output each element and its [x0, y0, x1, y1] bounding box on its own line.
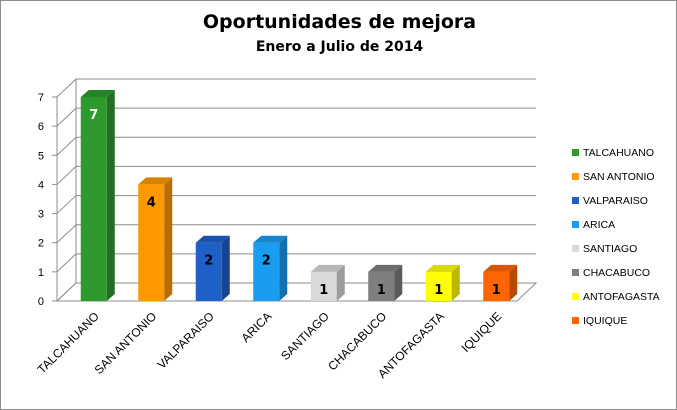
bar-side	[106, 90, 115, 301]
data-label: 7	[89, 108, 98, 123]
data-label: 1	[319, 283, 328, 298]
bar-top	[425, 264, 460, 272]
legend-swatch	[572, 221, 579, 228]
category-label: CHACABUCO	[325, 309, 389, 373]
legend-label: SAN ANTONIO	[583, 171, 655, 183]
category-label: ARICA	[239, 309, 275, 345]
gridline	[56, 107, 536, 127]
bar-top	[483, 264, 518, 272]
data-label: 2	[262, 254, 271, 269]
data-label: 2	[204, 254, 213, 269]
legend-label: TALCAHUANO	[583, 147, 654, 159]
bar-side	[336, 264, 345, 301]
bar-top	[253, 235, 288, 243]
y-tick-label: 5	[38, 150, 44, 162]
bar-top	[368, 264, 403, 272]
legend-swatch	[572, 197, 579, 204]
data-label: 1	[492, 283, 501, 298]
y-tick-label: 6	[38, 121, 44, 133]
gridline	[56, 253, 536, 273]
bar-side	[394, 264, 403, 301]
bar-side	[279, 235, 288, 301]
y-tick-label: 0	[38, 296, 44, 308]
gridline	[56, 136, 536, 156]
bar-side	[164, 177, 173, 301]
floor	[55, 282, 538, 302]
bar-top	[310, 264, 345, 272]
legend-swatch	[572, 173, 579, 180]
legend-label: ARICA	[583, 219, 615, 231]
legend-label: VALPARAISO	[583, 195, 648, 207]
bar	[80, 97, 107, 301]
bar	[138, 184, 165, 301]
legend-label: ANTOFAGASTA	[583, 291, 660, 303]
legend-label: CHACABUCO	[583, 267, 650, 279]
y-tick-label: 1	[38, 267, 44, 279]
y-tick-label: 4	[38, 179, 44, 191]
legend-label: IQUIQUE	[583, 315, 627, 327]
legend-swatch	[572, 269, 579, 276]
chart-subtitle: Enero a Julio de 2014	[255, 39, 424, 55]
bar	[425, 271, 452, 301]
gridline	[56, 78, 536, 98]
gridline	[56, 165, 536, 185]
data-label: 1	[434, 283, 443, 298]
category-label: IQUIQUE	[459, 309, 505, 355]
bar-top	[195, 235, 230, 243]
legend-swatch	[572, 293, 579, 300]
bar-top	[138, 177, 173, 185]
bar	[483, 271, 510, 301]
bar-side	[509, 264, 518, 301]
legend-swatch	[572, 149, 579, 156]
data-label: 4	[147, 195, 156, 210]
bar	[310, 271, 337, 301]
bar	[368, 271, 395, 301]
chart-title: Oportunidades de mejora	[202, 11, 477, 33]
category-label: SAN ANTONIO	[92, 309, 160, 377]
bar-side	[221, 235, 230, 301]
data-label: 1	[377, 283, 386, 298]
bar-side	[451, 264, 460, 301]
legend-swatch	[572, 245, 579, 252]
y-tick-label: 2	[38, 238, 44, 250]
y-tick-label: 7	[38, 92, 44, 104]
y-tick-label: 3	[38, 209, 44, 221]
legend-swatch	[572, 317, 579, 324]
category-label: SANTIAGO	[278, 309, 332, 363]
legend-label: SANTIAGO	[583, 243, 637, 255]
bar	[195, 242, 222, 301]
bar-top	[80, 90, 115, 97]
category-label: VALPARAISO	[154, 309, 216, 371]
gridline	[56, 224, 536, 244]
gridline	[56, 195, 536, 214]
bar	[253, 242, 280, 301]
gridline	[56, 282, 536, 302]
